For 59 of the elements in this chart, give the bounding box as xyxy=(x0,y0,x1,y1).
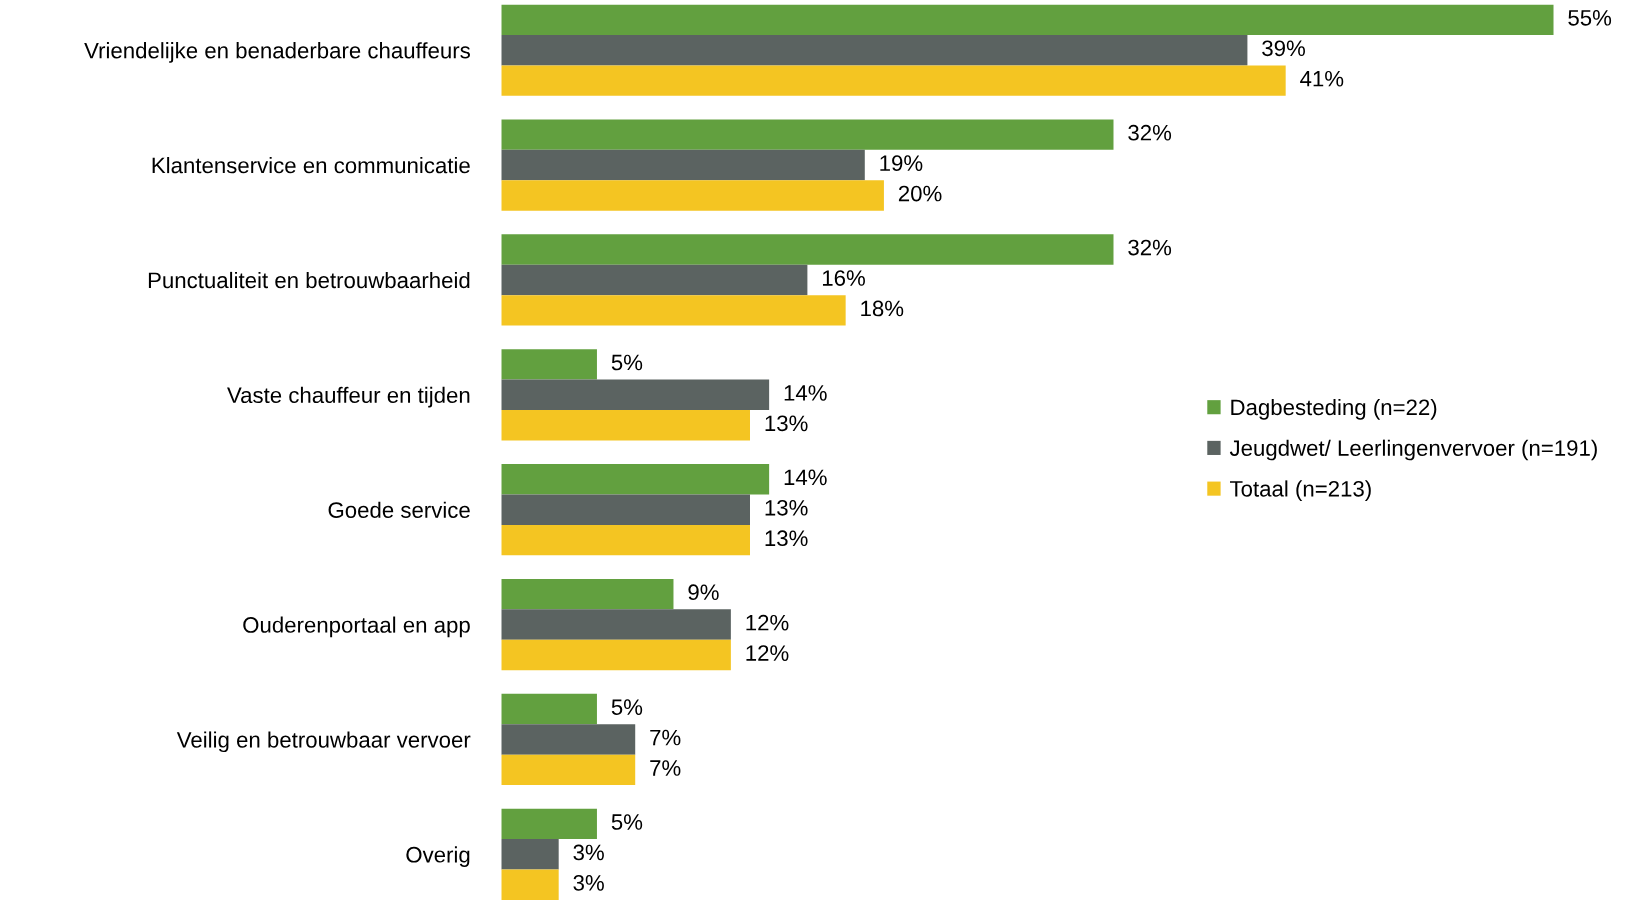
bar xyxy=(501,494,750,525)
bar xyxy=(501,65,1286,96)
data-label: 14% xyxy=(784,469,827,486)
data-label: 5% xyxy=(611,814,643,830)
data-label: 12% xyxy=(746,614,789,631)
bar xyxy=(501,119,1114,150)
bar xyxy=(501,839,559,870)
data-label: 5% xyxy=(611,354,643,371)
data-label: 3% xyxy=(573,844,604,861)
bar xyxy=(501,609,731,640)
bar xyxy=(501,869,559,900)
data-label: 9% xyxy=(688,584,719,601)
data-label: 41% xyxy=(1300,70,1344,87)
bar xyxy=(501,724,636,755)
data-label: 16% xyxy=(822,270,865,286)
bar xyxy=(501,808,597,840)
data-label: 12% xyxy=(746,645,789,661)
y-tick-label: Ouderenportaal en app xyxy=(243,616,470,638)
bar xyxy=(501,754,636,786)
bar xyxy=(501,379,770,411)
legend-label: Totaal (n=213) xyxy=(1230,480,1371,502)
data-label: 20% xyxy=(898,185,942,202)
data-label: 14% xyxy=(784,385,827,401)
bar xyxy=(501,693,597,725)
bar xyxy=(501,34,1248,66)
y-tick-label: Punctualiteit en betrouwbaarheid xyxy=(148,271,470,289)
data-label: 13% xyxy=(765,530,808,547)
data-label: 13% xyxy=(765,415,808,432)
y-tick-label: Goede service xyxy=(328,501,470,518)
data-label: 32% xyxy=(1128,124,1172,141)
bar xyxy=(501,410,750,441)
legend-label: Dagbesteding (n=22) xyxy=(1231,398,1437,420)
data-label: 55% xyxy=(1568,10,1612,26)
bar xyxy=(501,295,846,326)
bar xyxy=(501,4,1554,35)
bar xyxy=(501,639,731,671)
y-tick-label: Overig xyxy=(406,846,470,867)
data-label: 19% xyxy=(880,155,923,172)
data-label: 32% xyxy=(1128,239,1172,256)
data-label: 5% xyxy=(611,699,643,715)
bar xyxy=(501,149,865,181)
bar xyxy=(501,524,750,556)
data-label: 3% xyxy=(573,875,604,891)
data-label: 13% xyxy=(765,499,808,516)
bar xyxy=(501,349,597,380)
bar xyxy=(501,234,1114,265)
bar xyxy=(501,264,808,296)
bar xyxy=(501,578,674,610)
data-label: 39% xyxy=(1262,40,1305,57)
data-label: 7% xyxy=(650,729,681,746)
y-tick-label: Vaste chauffeur en tijden xyxy=(227,386,470,408)
bar xyxy=(501,464,770,495)
y-tick-label: Klantenservice en communicatie xyxy=(152,156,470,174)
y-tick-label: Veilig en betrouwbaar vervoer xyxy=(176,731,471,753)
data-label: 7% xyxy=(650,760,681,776)
legend-label: Jeugdwet/ Leerlingenvervoer (n=191) xyxy=(1229,439,1597,461)
bar xyxy=(501,180,884,211)
data-label: 18% xyxy=(861,300,904,317)
y-tick-label: Vriendelijke en benaderbare chauffeurs xyxy=(84,42,470,63)
